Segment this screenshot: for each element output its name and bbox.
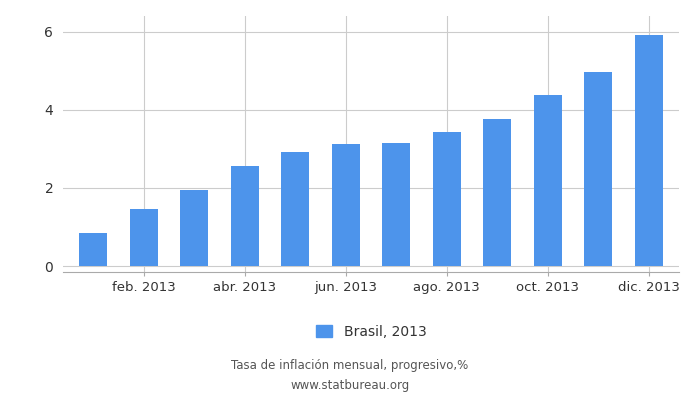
Bar [635,35,663,266]
Bar [231,166,259,266]
Text: Tasa de inflación mensual, progresivo,%: Tasa de inflación mensual, progresivo,% [232,360,468,372]
Legend: Brasil, 2013: Brasil, 2013 [316,325,426,339]
Bar [79,232,107,266]
Bar [483,119,511,266]
Bar [382,144,410,266]
Bar [534,95,561,266]
Bar [130,209,158,266]
Bar [584,72,612,266]
Bar [281,152,309,266]
Bar [332,144,360,266]
Bar [433,132,461,266]
Bar [181,190,208,266]
Text: www.statbureau.org: www.statbureau.org [290,380,410,392]
